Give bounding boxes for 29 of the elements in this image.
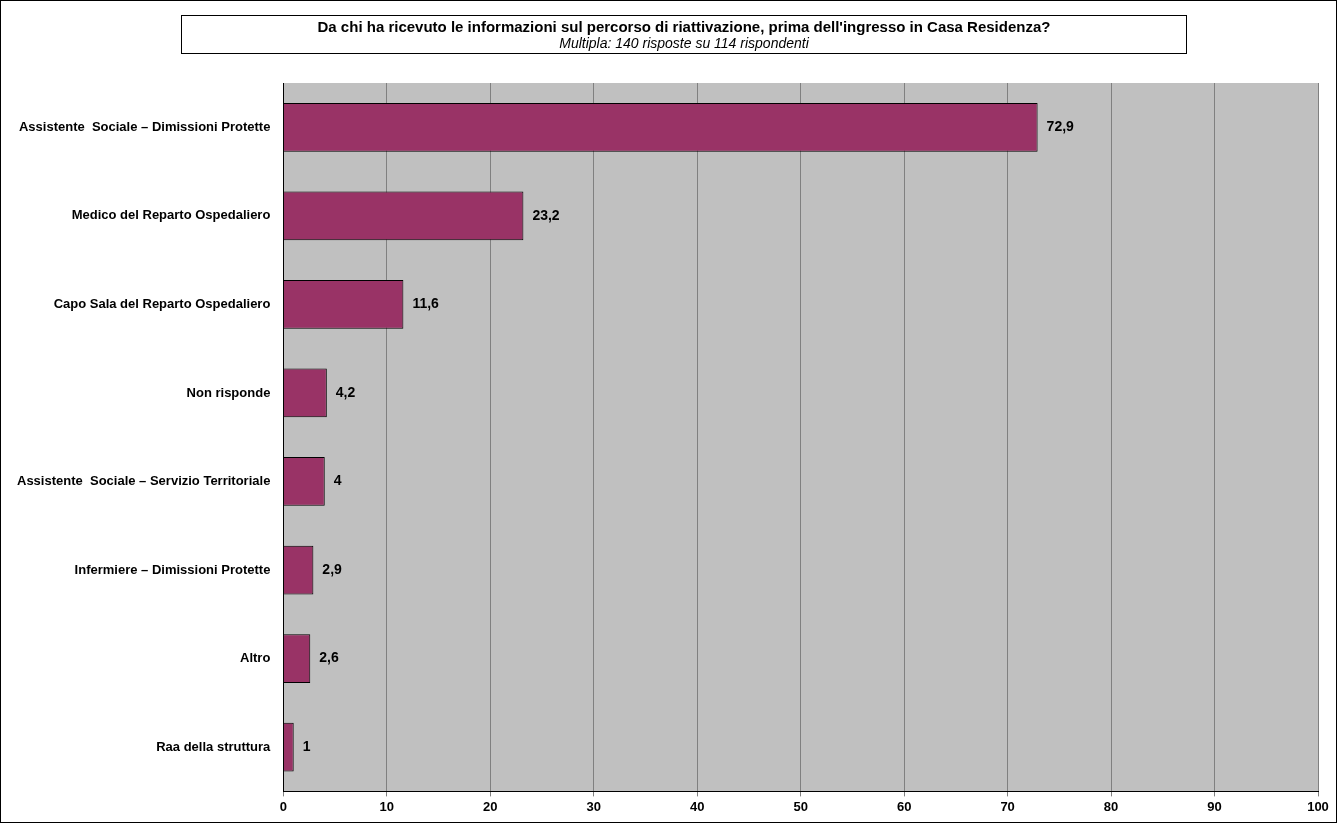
data-label: 23,2 [532,206,560,223]
x-tick-label: 90 [1207,798,1222,814]
data-label: 4,2 [335,383,356,400]
x-tick-label: 80 [1103,798,1119,814]
x-tick-label: 50 [793,798,808,814]
y-tick-label: Altro [240,650,271,666]
x-tick-label: 20 [483,798,498,814]
y-tick-label: Assistente Sociale – Servizio Territoriale [16,473,271,489]
data-label: 4 [333,472,342,489]
y-tick-label: Infermiere – Dimissioni Protette [74,561,271,577]
y-tick-label: Medico del Reparto Ospedaliero [71,207,271,223]
x-tick-label: 10 [379,798,395,814]
x-tick-label: 30 [586,798,601,814]
x-tick-label: 40 [689,798,705,814]
data-label: 2,6 [319,649,339,666]
data-label: 72,9 [1046,118,1075,135]
chart-title: Da chi ha ricevuto le informazioni sul percorso di riattivazione, prima dell'ingresso in Casa Residenza? [316,18,1052,35]
y-tick-label: Raa della struttura [156,738,272,754]
data-label: 11,6 [412,295,440,312]
x-tick-label: 70 [1000,798,1015,814]
chart-subtitle: Multipla: 140 risposte su 114 rispondenti [558,35,810,51]
y-tick-label: Capo Sala del Reparto Ospedaliero [53,295,271,311]
x-tick-label: 0 [279,798,287,814]
y-tick-label: Assistente Sociale – Dimissioni Protette [18,118,271,134]
data-label: 2,9 [322,560,343,577]
y-tick-label: Non risponde [186,384,271,400]
x-tick-label: 100 [1307,798,1329,814]
x-tick-label: 60 [896,798,912,814]
data-label: 1 [302,737,311,754]
